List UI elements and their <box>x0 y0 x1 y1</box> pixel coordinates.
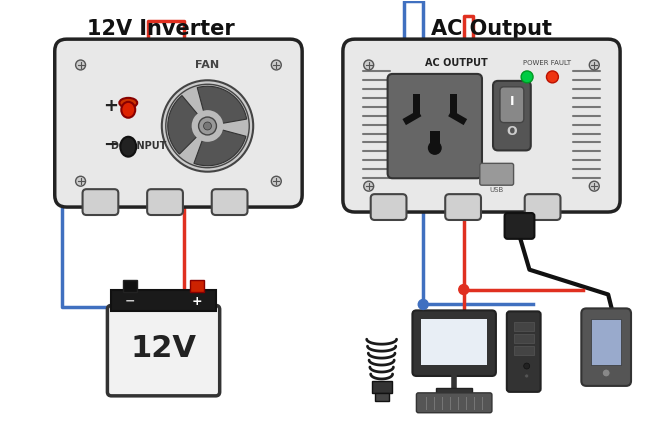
Circle shape <box>547 71 558 83</box>
Bar <box>592 319 621 365</box>
Circle shape <box>271 60 281 70</box>
Text: −: − <box>125 295 135 308</box>
FancyBboxPatch shape <box>581 308 631 386</box>
FancyBboxPatch shape <box>343 39 620 212</box>
Ellipse shape <box>122 102 135 118</box>
Text: FAN: FAN <box>196 60 220 70</box>
FancyBboxPatch shape <box>493 81 531 150</box>
Bar <box>450 94 457 114</box>
Wedge shape <box>197 86 246 126</box>
Bar <box>402 110 421 125</box>
Circle shape <box>166 84 249 168</box>
FancyBboxPatch shape <box>387 74 482 178</box>
FancyBboxPatch shape <box>370 194 406 220</box>
Wedge shape <box>168 96 207 154</box>
Circle shape <box>418 300 428 310</box>
Text: +: + <box>103 97 118 115</box>
Text: I: I <box>510 95 514 108</box>
Circle shape <box>75 176 86 186</box>
Wedge shape <box>201 110 224 126</box>
Text: +: + <box>192 295 202 308</box>
Circle shape <box>428 141 442 155</box>
Text: AC Output: AC Output <box>432 19 552 39</box>
Circle shape <box>521 71 533 83</box>
Text: 12V: 12V <box>131 333 196 362</box>
FancyBboxPatch shape <box>212 189 248 215</box>
Circle shape <box>364 60 374 70</box>
Bar <box>111 290 216 311</box>
FancyBboxPatch shape <box>413 310 496 376</box>
Text: −: − <box>103 136 118 154</box>
FancyBboxPatch shape <box>147 189 183 215</box>
Circle shape <box>203 122 211 130</box>
Ellipse shape <box>120 98 137 108</box>
Circle shape <box>459 284 469 294</box>
Wedge shape <box>200 126 224 142</box>
Text: POWER FAULT: POWER FAULT <box>523 60 571 66</box>
Circle shape <box>524 363 530 369</box>
Bar <box>430 131 440 149</box>
Circle shape <box>271 176 281 186</box>
Bar <box>514 334 534 343</box>
Text: 12V Inverter: 12V Inverter <box>87 19 235 39</box>
Circle shape <box>162 80 254 172</box>
Circle shape <box>75 60 86 70</box>
FancyBboxPatch shape <box>504 213 534 239</box>
Circle shape <box>198 117 216 135</box>
Bar <box>448 110 467 125</box>
FancyBboxPatch shape <box>525 194 560 220</box>
Circle shape <box>602 369 610 377</box>
Bar <box>124 280 137 291</box>
Circle shape <box>590 181 599 191</box>
Text: DC  INPUT: DC INPUT <box>111 141 166 151</box>
FancyBboxPatch shape <box>55 39 302 207</box>
FancyBboxPatch shape <box>83 189 118 215</box>
Text: AC OUTPUT: AC OUTPUT <box>425 58 488 68</box>
Circle shape <box>590 60 599 70</box>
Bar <box>374 393 389 401</box>
FancyBboxPatch shape <box>500 87 524 123</box>
Text: USB: USB <box>489 187 504 193</box>
FancyBboxPatch shape <box>445 194 481 220</box>
Circle shape <box>525 374 528 378</box>
FancyBboxPatch shape <box>107 305 220 396</box>
Ellipse shape <box>120 137 136 157</box>
FancyBboxPatch shape <box>480 163 514 185</box>
Text: O: O <box>506 125 517 138</box>
Bar <box>514 346 534 355</box>
Bar <box>190 280 204 291</box>
Circle shape <box>364 181 374 191</box>
FancyBboxPatch shape <box>507 311 541 392</box>
Bar <box>514 322 534 331</box>
Bar <box>421 319 487 365</box>
Bar <box>372 381 391 393</box>
Bar <box>436 388 472 394</box>
FancyBboxPatch shape <box>417 393 492 413</box>
Bar <box>413 94 420 114</box>
Wedge shape <box>192 112 207 139</box>
Wedge shape <box>194 126 246 166</box>
